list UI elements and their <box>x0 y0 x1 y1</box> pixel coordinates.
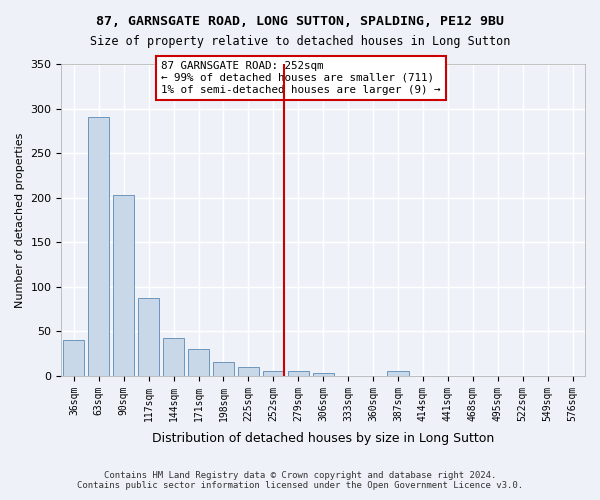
Text: 87 GARNSGATE ROAD: 252sqm
← 99% of detached houses are smaller (711)
1% of semi-: 87 GARNSGATE ROAD: 252sqm ← 99% of detac… <box>161 62 440 94</box>
Y-axis label: Number of detached properties: Number of detached properties <box>15 132 25 308</box>
Bar <box>113 195 134 376</box>
Text: Contains HM Land Registry data © Crown copyright and database right 2024.
Contai: Contains HM Land Registry data © Crown c… <box>77 470 523 490</box>
Bar <box>163 338 184 376</box>
Bar <box>388 372 409 376</box>
Bar <box>238 367 259 376</box>
Text: 87, GARNSGATE ROAD, LONG SUTTON, SPALDING, PE12 9BU: 87, GARNSGATE ROAD, LONG SUTTON, SPALDIN… <box>96 15 504 28</box>
Bar <box>213 362 234 376</box>
Bar <box>63 340 85 376</box>
Bar <box>88 118 109 376</box>
Bar <box>287 372 309 376</box>
Text: Size of property relative to detached houses in Long Sutton: Size of property relative to detached ho… <box>90 35 510 48</box>
Bar <box>138 298 159 376</box>
Bar <box>263 372 284 376</box>
Bar <box>313 373 334 376</box>
X-axis label: Distribution of detached houses by size in Long Sutton: Distribution of detached houses by size … <box>152 432 494 445</box>
Bar <box>188 349 209 376</box>
